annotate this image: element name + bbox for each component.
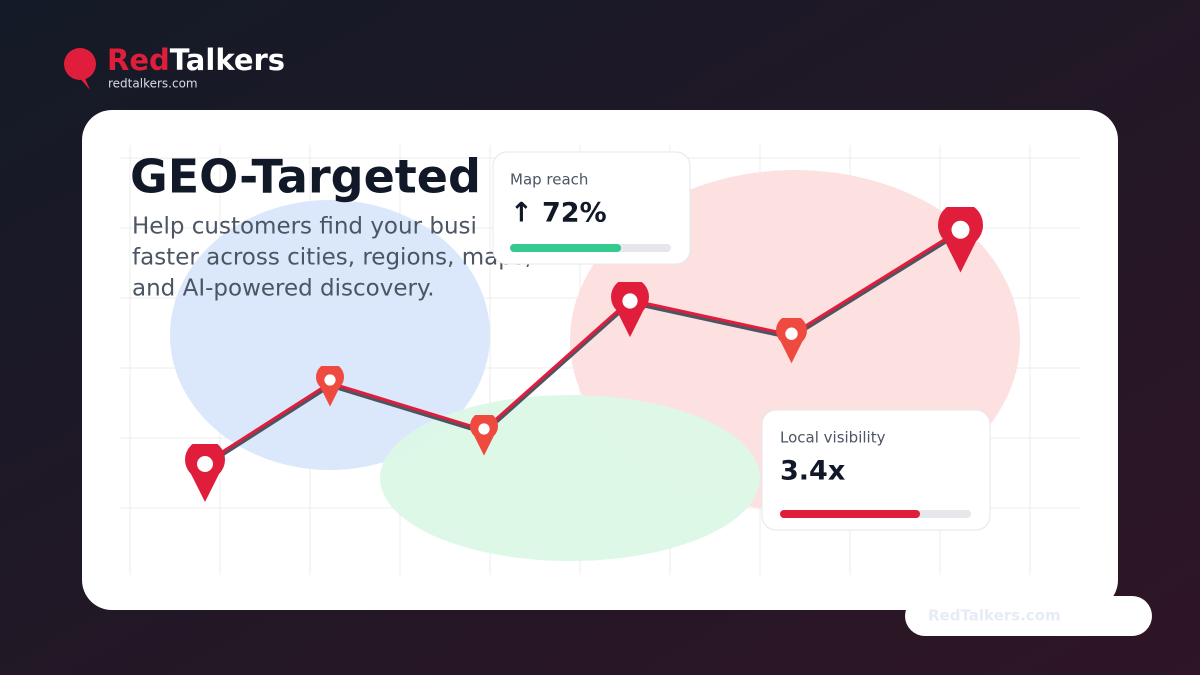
stat-label: Local visibility — [780, 429, 886, 447]
route — [204, 228, 961, 465]
brand-white: Talkers — [170, 43, 285, 77]
brand-red: Red — [107, 43, 170, 77]
subtitle-line: faster across cities, regions, maps, — [132, 245, 532, 271]
footer-text: RedTalkers.com — [928, 607, 1061, 625]
subtitle-line: Help customers find your busi — [132, 214, 477, 240]
blob-blue — [170, 200, 490, 470]
stat-value: 3.4x — [780, 456, 845, 487]
footer-badge — [905, 596, 1152, 636]
brand-domain: redtalkers.com — [108, 77, 198, 91]
logo — [64, 48, 96, 90]
stat-card: Map reach ↑ 72% — [492, 151, 691, 265]
stat-card: Local visibility 3.4x — [761, 409, 991, 531]
brand-name: RedTalkers — [107, 43, 285, 77]
card-title: GEO-Targeted S — [130, 150, 530, 204]
progress-fill — [780, 510, 920, 518]
progress-fill — [510, 244, 621, 252]
stat-value: ↑ 72% — [510, 198, 607, 229]
subtitle-line: and AI-powered discovery. — [132, 276, 435, 302]
stat-label: Map reach — [510, 171, 588, 189]
